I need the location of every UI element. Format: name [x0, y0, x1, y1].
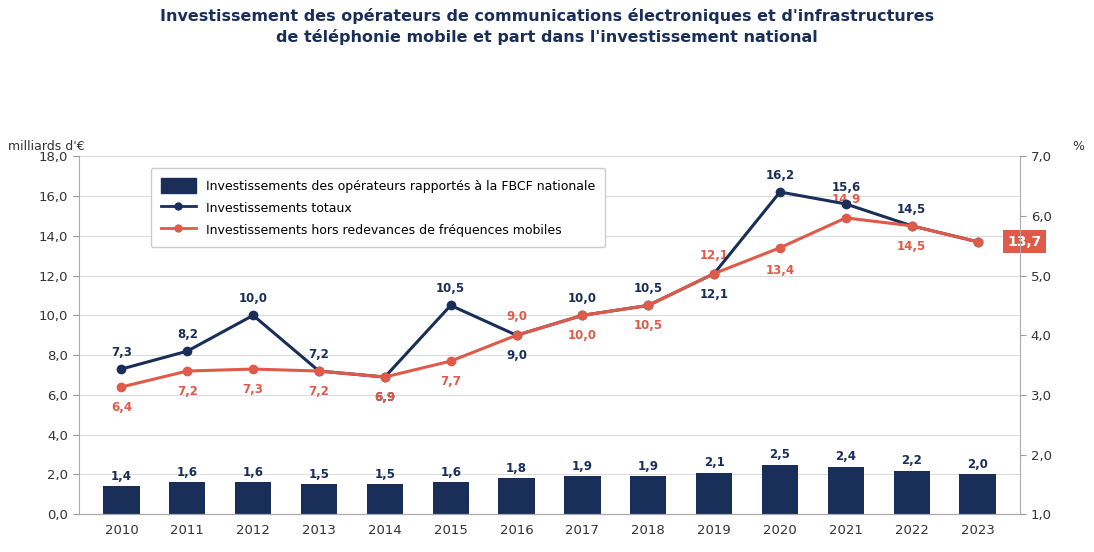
Text: 1,9: 1,9 — [638, 460, 659, 473]
Text: 10,5: 10,5 — [633, 283, 663, 295]
Text: 10,0: 10,0 — [568, 330, 597, 342]
Text: 14,5: 14,5 — [897, 240, 927, 253]
Text: 1,5: 1,5 — [309, 468, 329, 481]
Text: 7,7: 7,7 — [440, 375, 462, 388]
Text: 10,5: 10,5 — [633, 319, 663, 332]
Text: 13,4: 13,4 — [766, 264, 794, 277]
Text: 14,9: 14,9 — [831, 193, 861, 206]
Bar — [235, 482, 271, 514]
Text: 2,2: 2,2 — [901, 454, 922, 467]
Text: 13,7: 13,7 — [1008, 235, 1041, 249]
Text: 2,5: 2,5 — [769, 448, 791, 461]
Text: 7,2: 7,2 — [309, 385, 329, 398]
Text: 10,0: 10,0 — [568, 293, 597, 305]
Text: 7,2: 7,2 — [309, 348, 329, 361]
Text: 7,3: 7,3 — [243, 383, 264, 396]
Text: 2,4: 2,4 — [836, 450, 857, 463]
Bar — [170, 482, 206, 514]
Bar — [103, 486, 140, 514]
Text: 1,4: 1,4 — [110, 470, 132, 483]
Bar — [630, 476, 666, 514]
Bar — [499, 479, 535, 514]
Text: milliards d'€: milliards d'€ — [8, 140, 84, 153]
Bar — [959, 475, 996, 514]
Bar — [565, 476, 601, 514]
Bar — [894, 470, 930, 514]
Text: 6,9: 6,9 — [374, 391, 395, 404]
Bar — [432, 482, 469, 514]
Text: 1,6: 1,6 — [440, 466, 462, 479]
Text: 7,2: 7,2 — [177, 385, 198, 398]
Text: 8,2: 8,2 — [177, 328, 198, 341]
Text: 1,8: 1,8 — [507, 462, 527, 475]
Text: 12,1: 12,1 — [700, 288, 729, 300]
Text: 15,6: 15,6 — [831, 181, 861, 194]
Text: 7,3: 7,3 — [110, 346, 132, 359]
Text: 10,0: 10,0 — [238, 293, 268, 305]
Bar — [366, 485, 403, 514]
Text: 16,2: 16,2 — [766, 169, 794, 182]
Text: 1,6: 1,6 — [243, 466, 264, 479]
Text: 10,5: 10,5 — [437, 283, 465, 295]
Text: 2,1: 2,1 — [703, 456, 724, 469]
Text: 6,9: 6,9 — [374, 391, 395, 404]
Text: Investissement des opérateurs de communications électroniques et d'infrastructur: Investissement des opérateurs de communi… — [160, 8, 934, 45]
Text: 6,4: 6,4 — [110, 401, 132, 414]
Bar — [301, 485, 337, 514]
Text: 1,6: 1,6 — [177, 466, 198, 479]
Legend: Investissements des opérateurs rapportés à la FBCF nationale, Investissements to: Investissements des opérateurs rapportés… — [151, 168, 605, 247]
Text: 12,1: 12,1 — [700, 248, 729, 262]
Text: 14,5: 14,5 — [897, 203, 927, 216]
Text: 1,9: 1,9 — [572, 460, 593, 473]
Bar — [696, 473, 732, 514]
Bar — [828, 466, 864, 514]
Bar — [761, 465, 799, 514]
Text: 9,0: 9,0 — [507, 349, 527, 362]
Text: %: % — [1072, 140, 1084, 153]
Text: 1,5: 1,5 — [374, 468, 395, 481]
Text: 9,0: 9,0 — [507, 310, 527, 323]
Text: 2,0: 2,0 — [967, 458, 988, 471]
